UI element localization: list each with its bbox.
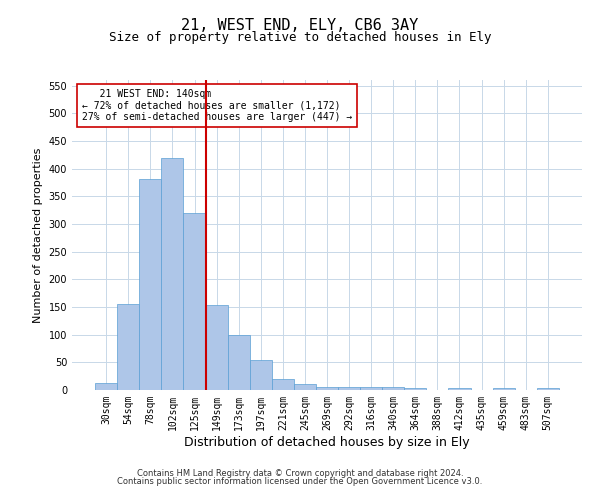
Bar (117, 304, 139, 390)
Bar (227, 334, 250, 390)
Text: 21, WEST END, ELY, CB6 3AY: 21, WEST END, ELY, CB6 3AY (181, 18, 419, 32)
Bar (206, 306, 227, 390)
Bar (448, 388, 470, 390)
Bar (139, 179, 161, 390)
Text: Contains HM Land Registry data © Crown copyright and database right 2024.: Contains HM Land Registry data © Crown c… (137, 468, 463, 477)
Bar (537, 388, 559, 390)
Bar (316, 387, 338, 390)
Bar (360, 387, 382, 390)
Y-axis label: Number of detached properties: Number of detached properties (33, 148, 43, 322)
Bar (382, 387, 404, 390)
Text: Size of property relative to detached houses in Ely: Size of property relative to detached ho… (109, 31, 491, 44)
Bar (404, 388, 427, 390)
Text: 21 WEST END: 140sqm
← 72% of detached houses are smaller (1,172)
27% of semi-det: 21 WEST END: 140sqm ← 72% of detached ho… (82, 90, 352, 122)
Bar (338, 387, 360, 390)
Bar (294, 384, 316, 390)
Bar (272, 379, 294, 390)
X-axis label: Distribution of detached houses by size in Ely: Distribution of detached houses by size … (184, 436, 470, 448)
Bar (184, 213, 206, 390)
Bar (95, 384, 117, 390)
Text: Contains public sector information licensed under the Open Government Licence v3: Contains public sector information licen… (118, 477, 482, 486)
Bar (250, 360, 272, 390)
Bar (493, 388, 515, 390)
Bar (161, 158, 184, 390)
